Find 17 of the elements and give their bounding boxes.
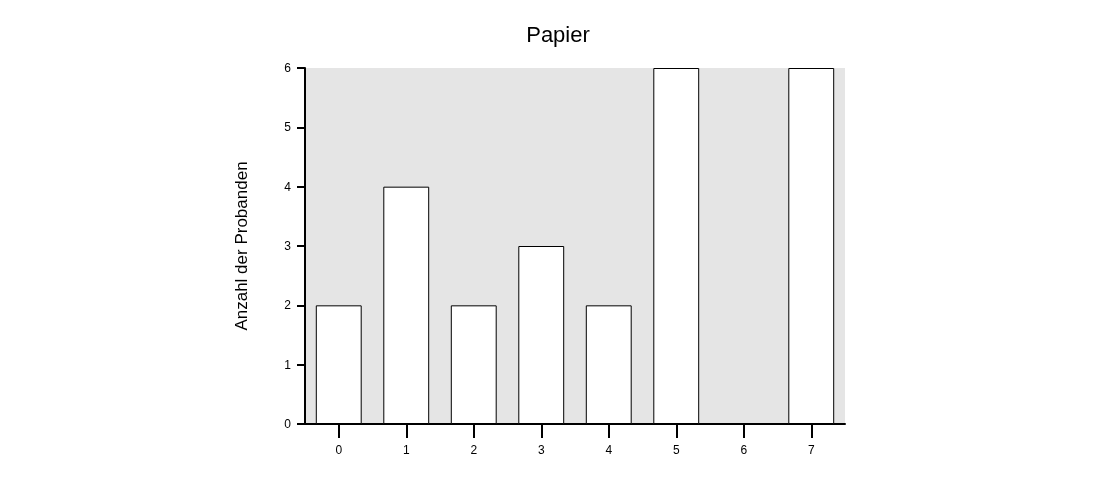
y-tick-label: 0: [284, 417, 292, 431]
y-tick-label: 5: [284, 120, 292, 135]
y-axis-title: Anzahl der Probanden: [232, 161, 251, 331]
x-tick-label: 2: [470, 443, 478, 457]
y-tick-label: 4: [284, 179, 292, 194]
x-tick-label: 5: [672, 443, 680, 457]
y-tick-label: 6: [284, 61, 292, 75]
x-tick-label: 6: [740, 443, 748, 457]
chart-title: Papier: [526, 21, 590, 47]
x-tick-label: 4: [605, 443, 613, 457]
y-tick-label: 3: [284, 239, 292, 253]
y-tick-label: 2: [284, 298, 292, 313]
x-tick-label: 0: [335, 443, 343, 457]
x-tick-label: 1: [402, 443, 410, 457]
x-tick-label: 3: [537, 443, 545, 457]
y-tick-label: 1: [284, 357, 292, 372]
x-tick-label: 7: [807, 443, 815, 457]
